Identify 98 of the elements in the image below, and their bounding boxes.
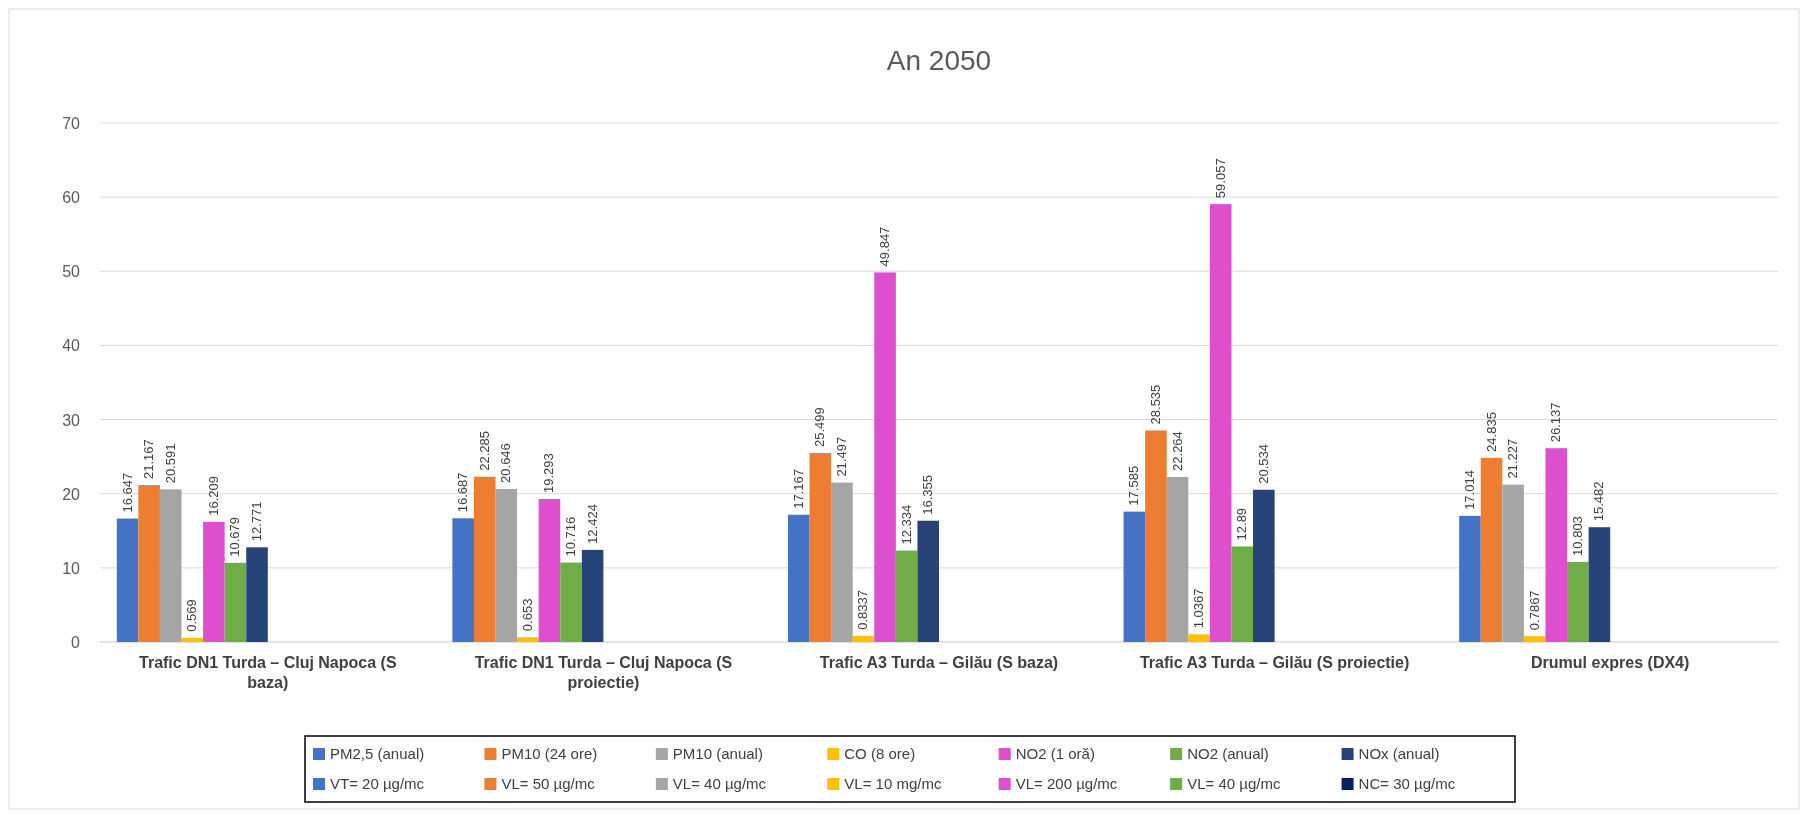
- data-label: 12.771: [249, 501, 265, 542]
- y-tick-label: 30: [62, 411, 81, 429]
- legend-label: VL= 200 µg/mc: [1015, 775, 1118, 792]
- bar: [495, 488, 518, 642]
- data-label: 28.535: [1147, 384, 1163, 425]
- data-label: 22.264: [1169, 431, 1185, 471]
- bar: [1231, 546, 1254, 642]
- data-label: 21.497: [833, 436, 849, 477]
- bar: [787, 514, 810, 642]
- data-label: 26.137: [1548, 402, 1564, 443]
- bar: [203, 521, 225, 642]
- bar: [181, 637, 204, 642]
- data-label: 10.803: [1569, 516, 1585, 556]
- bar: [517, 637, 539, 642]
- data-label: 10.679: [227, 517, 243, 557]
- data-label: 21.227: [1505, 438, 1521, 479]
- y-tick-label: 20: [62, 485, 81, 503]
- bar: [1166, 476, 1189, 642]
- y-tick-label: 10: [62, 559, 81, 577]
- legend-label: NO2 (anual): [1187, 745, 1269, 762]
- legend-label: NO2 (1 oră): [1015, 745, 1095, 762]
- bar: [917, 520, 939, 642]
- data-label: 20.591: [162, 443, 178, 484]
- data-label: 49.847: [877, 226, 893, 267]
- data-label: 12.89: [1234, 507, 1250, 541]
- data-label: 16.355: [920, 474, 936, 515]
- bar: [1253, 489, 1275, 642]
- bar: [138, 485, 160, 642]
- legend-label: VL= 10 mg/mc: [844, 775, 942, 792]
- data-label: 15.482: [1591, 481, 1607, 522]
- chart-title: An 2050: [886, 45, 992, 76]
- bar: [874, 272, 896, 642]
- data-label: 0.569: [184, 599, 200, 632]
- bar: [246, 547, 268, 642]
- bar: [1588, 527, 1611, 642]
- data-label: 24.835: [1483, 412, 1499, 452]
- x-tick-label: Trafic A3 Turda – Gilău (S baza): [819, 654, 1059, 671]
- bar: [1145, 430, 1167, 642]
- data-label: 17.167: [790, 468, 806, 509]
- legend-label: NOx (anual): [1358, 745, 1440, 762]
- bar: [452, 518, 474, 642]
- legend-label: VL= 40 µg/mc: [1187, 775, 1281, 792]
- bar: [1567, 561, 1589, 642]
- y-tick-label: 70: [62, 115, 81, 132]
- data-label: 20.534: [1255, 443, 1271, 484]
- legend-label: CO (8 ore): [844, 745, 916, 762]
- data-label: 17.585: [1126, 465, 1142, 506]
- data-label: 16.209: [205, 476, 221, 516]
- x-tick-label: Trafic DN1 Turda – Cluj Napoca (S proiectie): [474, 654, 733, 691]
- bar: [895, 550, 918, 642]
- bar: [581, 549, 604, 642]
- bar: [1545, 448, 1568, 642]
- x-tick-label: Trafic A3 Turda – Gilău (S proiectie): [1139, 654, 1410, 671]
- bar: [224, 562, 247, 642]
- data-label: 12.334: [898, 504, 914, 545]
- legend-label: PM10 (24 ore): [501, 745, 598, 762]
- bar: [1480, 457, 1503, 642]
- data-label: 10.716: [563, 516, 579, 557]
- bar: [1502, 484, 1524, 642]
- data-label: 16.647: [119, 472, 135, 513]
- data-label: 12.424: [584, 504, 600, 544]
- bar: [809, 452, 832, 642]
- legend-label: PM10 (anual): [672, 745, 763, 762]
- x-tick-label: Trafic DN1 Turda – Cluj Napoca (S baza): [139, 654, 397, 691]
- bar: [473, 476, 496, 642]
- legend-label: NC= 30 µg/mc: [1358, 775, 1456, 792]
- data-label: 22.285: [476, 431, 492, 471]
- data-label: 59.057: [1212, 158, 1228, 199]
- bar: [1459, 515, 1481, 642]
- data-label: 17.014: [1461, 470, 1477, 510]
- data-label: 0.8337: [855, 590, 871, 630]
- legend-label: VL= 40 µg/mc: [672, 775, 767, 792]
- legend-label: PM2,5 (anual): [330, 745, 425, 762]
- bar: [852, 635, 875, 642]
- bar: [831, 482, 853, 642]
- legend-label: VL= 50 µg/mc: [501, 775, 596, 792]
- bar: [1188, 634, 1210, 642]
- bar: [1123, 511, 1146, 642]
- data-label: 21.167: [141, 439, 157, 480]
- data-label: 19.293: [541, 453, 557, 493]
- y-tick-label: 40: [62, 337, 81, 355]
- data-label: 0.7867: [1526, 590, 1542, 631]
- bar: [159, 489, 182, 642]
- bar: [116, 518, 139, 642]
- data-label: 16.687: [455, 472, 471, 513]
- data-label: 1.0367: [1191, 588, 1207, 629]
- data-label: 25.499: [812, 407, 828, 447]
- bar: [1209, 204, 1232, 642]
- x-tick-label: Drumul expres (DX4): [1531, 654, 1690, 671]
- legend-label: VT= 20 µg/mc: [330, 775, 425, 792]
- bar: [538, 498, 561, 642]
- y-tick-label: 0: [71, 634, 81, 651]
- data-label: 20.646: [498, 443, 514, 483]
- bar: [560, 562, 582, 642]
- y-tick-label: 50: [62, 263, 81, 281]
- bar: [1523, 636, 1546, 642]
- data-label: 0.653: [519, 598, 535, 632]
- y-tick-label: 60: [62, 189, 81, 207]
